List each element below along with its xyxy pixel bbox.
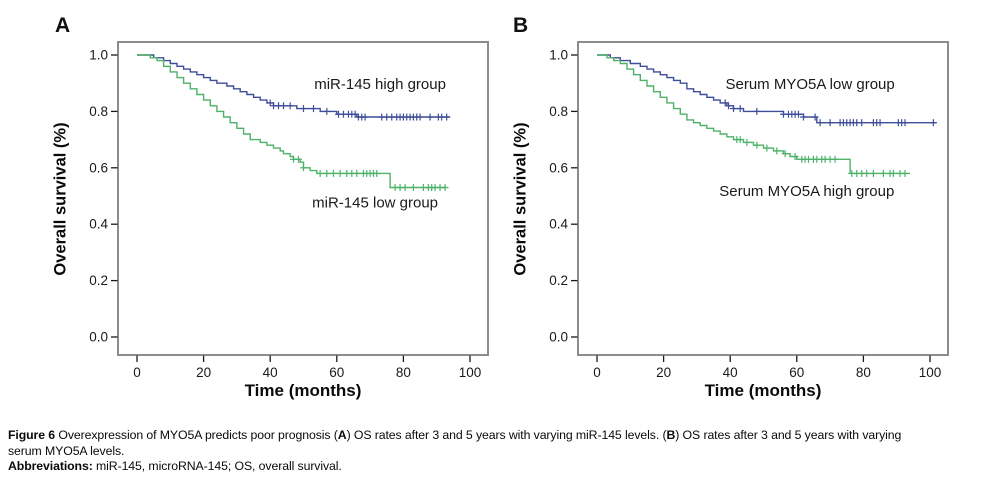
x-tick-label: 60 — [329, 365, 344, 380]
caption-text: serum MYO5A levels. — [8, 443, 125, 458]
abbreviations-text: miR-145, microRNA-145; OS, overall survi… — [92, 459, 342, 474]
panel-b-letter: B — [513, 14, 529, 37]
y-tick-label: 0.6 — [549, 160, 568, 175]
y-tick-label: 0.0 — [549, 330, 568, 345]
y-axis-title-b: Overall survival (%) — [508, 42, 534, 355]
caption-text: ) OS rates after 3 and 5 years with vary… — [675, 428, 902, 442]
survival-curve — [137, 54, 447, 189]
caption-panel-b-ref: B — [666, 428, 676, 442]
caption-figure-label: Figure 6 — [8, 428, 56, 442]
y-tick-label: 1.0 — [89, 48, 108, 63]
x-axis-title-a: Time (months) — [244, 381, 362, 400]
series-label: miR-145 high group — [314, 76, 446, 93]
km-chart-a: 0.0 0.2 0.4 0.6 0.8 1.0 0 20 40 60 80 100 miR-145 hi… — [89, 41, 489, 380]
survival-curve — [597, 54, 910, 175]
caption-text: ) OS rates after 3 and 5 years with vary… — [346, 428, 667, 442]
y-axis-title-a-text: Overall survival (%) — [51, 121, 70, 276]
plot-frame — [117, 41, 489, 356]
panel-a-letter: A — [55, 14, 71, 37]
series-label: Serum MYO5A low group — [725, 76, 894, 93]
y-tick-label: 0.4 — [89, 217, 108, 232]
x-axis-title-b: Time (months) — [704, 381, 822, 400]
x-tick-label: 60 — [789, 365, 804, 380]
x-tick-label: 20 — [196, 365, 211, 380]
x-tick-label: 80 — [396, 365, 411, 380]
x-tick-label: 0 — [133, 365, 141, 380]
caption-text: Overexpression of MYO5A predicts poor pr… — [55, 428, 338, 442]
x-tick-label: 100 — [459, 365, 482, 380]
x-tick-label: 20 — [656, 365, 671, 380]
survival-curve — [597, 54, 937, 124]
y-tick-label: 0.8 — [89, 104, 108, 119]
caption-abbreviations: Abbreviations: miR-145, microRNA-145; OS… — [8, 459, 1000, 475]
figure-caption: Figure 6 Overexpression of MYO5A predict… — [8, 428, 1000, 475]
x-tick-label: 100 — [919, 365, 942, 380]
abbreviations-label: Abbreviations: — [8, 459, 93, 474]
plot-frame — [577, 41, 949, 356]
y-tick-label: 0.2 — [89, 273, 108, 288]
x-tick-label: 80 — [856, 365, 871, 380]
x-tick-label: 40 — [263, 365, 278, 380]
y-tick-label: 0.4 — [549, 217, 568, 232]
y-tick-label: 1.0 — [549, 48, 568, 63]
survival-curve — [137, 54, 450, 118]
y-axis-title-b-text: Overall survival (%) — [511, 121, 530, 276]
y-axis-title-a: Overall survival (%) — [48, 42, 74, 355]
y-tick-label: 0.0 — [89, 330, 108, 345]
y-tick-label: 0.6 — [89, 160, 108, 175]
x-tick-label: 40 — [723, 365, 738, 380]
y-tick-label: 0.8 — [549, 104, 568, 119]
y-tick-label: 0.2 — [549, 273, 568, 288]
caption-panel-a-ref: A — [337, 428, 347, 442]
x-tick-label: 0 — [593, 365, 601, 380]
caption-main: Figure 6 Overexpression of MYO5A predict… — [8, 428, 1000, 459]
series-label: miR-145 low group — [312, 194, 438, 211]
km-chart-b: 0.0 0.2 0.4 0.6 0.8 1.0 0 20 40 60 80 100 Serum MYO5… — [549, 41, 949, 380]
series-label: Serum MYO5A high group — [719, 183, 894, 200]
